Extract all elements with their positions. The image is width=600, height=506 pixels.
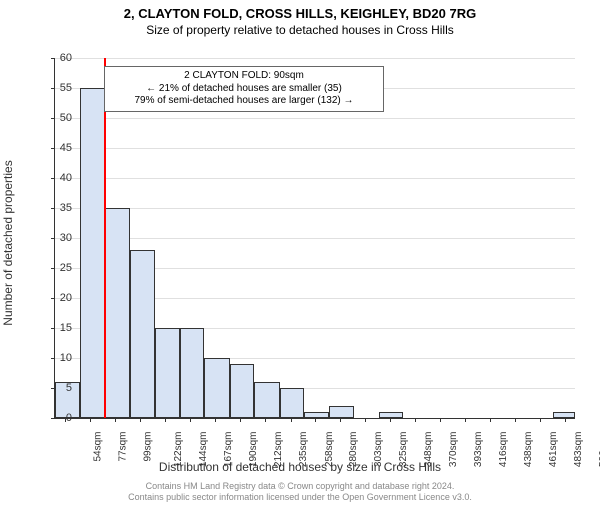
x-tick: [240, 418, 241, 422]
grid-line: [55, 178, 575, 179]
y-tick-label: 15: [48, 322, 72, 334]
y-tick-label: 20: [48, 292, 72, 304]
x-tick-label: 212sqm: [273, 432, 284, 468]
y-tick-label: 30: [48, 232, 72, 244]
y-axis-label: Number of detached properties: [1, 160, 15, 325]
x-tick: [390, 418, 391, 422]
x-tick-label: 258sqm: [324, 432, 335, 468]
x-tick-label: 167sqm: [223, 432, 234, 468]
histogram-bar: [130, 250, 154, 418]
x-tick-label: 416sqm: [499, 432, 510, 468]
histogram-bar: [155, 328, 180, 418]
x-tick: [340, 418, 341, 422]
y-tick-label: 0: [48, 412, 72, 424]
x-tick: [515, 418, 516, 422]
x-tick: [165, 418, 166, 422]
annotation-line2: ← 21% of detached houses are smaller (35…: [111, 83, 377, 96]
histogram-bar: [280, 388, 304, 418]
x-tick: [190, 418, 191, 422]
histogram-bar: [80, 88, 104, 418]
x-tick: [315, 418, 316, 422]
y-tick-label: 50: [48, 112, 72, 124]
x-tick: [415, 418, 416, 422]
footer-line2: Contains public sector information licen…: [0, 492, 600, 502]
x-tick: [291, 418, 292, 422]
grid-line: [55, 118, 575, 119]
y-tick-label: 40: [48, 172, 72, 184]
y-tick-label: 10: [48, 352, 72, 364]
x-tick: [265, 418, 266, 422]
grid-line: [55, 208, 575, 209]
y-tick-label: 5: [48, 382, 72, 394]
x-tick-label: 144sqm: [198, 432, 209, 468]
y-tick-label: 60: [48, 52, 72, 64]
x-tick-label: 122sqm: [173, 432, 184, 468]
y-tick-label: 35: [48, 202, 72, 214]
histogram-bar: [105, 208, 130, 418]
histogram-bar: [230, 364, 254, 418]
page-subtitle: Size of property relative to detached ho…: [0, 23, 600, 37]
plot-area: [54, 58, 575, 419]
grid-line: [55, 238, 575, 239]
x-tick-label: 393sqm: [473, 432, 484, 468]
histogram-bar: [180, 328, 204, 418]
x-tick-label: 99sqm: [142, 432, 153, 462]
x-tick-label: 235sqm: [298, 432, 309, 468]
footer-credits: Contains HM Land Registry data © Crown c…: [0, 481, 600, 502]
x-tick-label: 348sqm: [423, 432, 434, 468]
x-tick: [215, 418, 216, 422]
x-tick: [540, 418, 541, 422]
histogram-bar: [254, 382, 279, 418]
histogram-bar: [204, 358, 229, 418]
histogram-bar: [329, 406, 353, 418]
x-tick-label: 438sqm: [523, 432, 534, 468]
x-tick: [115, 418, 116, 422]
histogram-bar: [553, 412, 575, 418]
grid-line: [55, 58, 575, 59]
x-tick-label: 483sqm: [573, 432, 584, 468]
x-tick-label: 303sqm: [374, 432, 385, 468]
x-tick: [565, 418, 566, 422]
grid-line: [55, 148, 575, 149]
x-tick: [440, 418, 441, 422]
marker-line: [104, 58, 106, 418]
y-tick-label: 55: [48, 82, 72, 94]
x-tick-label: 461sqm: [548, 432, 559, 468]
x-tick-label: 54sqm: [92, 432, 103, 462]
x-tick: [365, 418, 366, 422]
x-tick-label: 325sqm: [398, 432, 409, 468]
x-tick-label: 370sqm: [448, 432, 459, 468]
y-tick-label: 25: [48, 262, 72, 274]
page-title: 2, CLAYTON FOLD, CROSS HILLS, KEIGHLEY, …: [0, 6, 600, 21]
x-tick: [140, 418, 141, 422]
histogram-bar: [304, 412, 329, 418]
annotation-box: 2 CLAYTON FOLD: 90sqm ← 21% of detached …: [104, 66, 384, 112]
x-tick: [90, 418, 91, 422]
annotation-line3: 79% of semi-detached houses are larger (…: [111, 95, 377, 108]
x-tick: [490, 418, 491, 422]
y-tick-label: 45: [48, 142, 72, 154]
x-tick-label: 280sqm: [348, 432, 359, 468]
x-tick: [465, 418, 466, 422]
annotation-line1: 2 CLAYTON FOLD: 90sqm: [111, 70, 377, 83]
histogram-chart: [54, 58, 574, 418]
x-tick-label: 77sqm: [118, 432, 129, 462]
footer-line1: Contains HM Land Registry data © Crown c…: [0, 481, 600, 491]
x-tick-label: 190sqm: [249, 432, 260, 468]
histogram-bar: [379, 412, 403, 418]
